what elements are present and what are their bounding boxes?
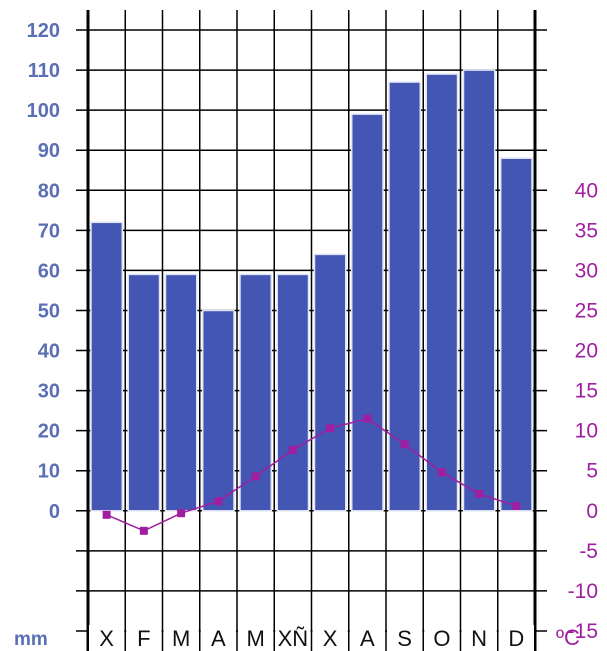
temperature-point — [177, 509, 186, 518]
temperature-tick-label: -10 — [568, 580, 598, 603]
temperature-unit-label: ºC — [556, 625, 580, 650]
month-label: M — [246, 626, 264, 651]
temperature-tick-label: -15 — [568, 620, 598, 643]
month-label-background — [89, 625, 125, 651]
month-label-background — [498, 625, 534, 651]
temperature-point — [214, 497, 223, 506]
temperature-point — [139, 526, 148, 535]
temperature-point — [326, 424, 335, 433]
temperature-tick-label: 0 — [586, 500, 598, 523]
bar — [202, 309, 235, 512]
temperature-point — [102, 510, 111, 519]
bar — [462, 69, 496, 512]
temperature-tick-label: 35 — [575, 219, 598, 242]
bar — [500, 157, 533, 512]
month-label: F — [137, 626, 150, 651]
month-label-background — [349, 625, 385, 651]
temperature-tick-label: 30 — [575, 259, 598, 282]
month-label-background — [126, 625, 162, 651]
temperature-point — [475, 489, 484, 498]
month-label-background — [461, 625, 497, 651]
temperature-tick-label: 15 — [575, 380, 598, 403]
bar — [90, 221, 123, 512]
bar — [425, 73, 459, 512]
bar — [239, 273, 272, 512]
temperature-point — [400, 440, 409, 449]
month-label: S — [397, 626, 412, 651]
month-label-background — [312, 625, 348, 651]
month-label: O — [433, 626, 450, 651]
temperature-tick-label: 10 — [575, 420, 598, 443]
precipitation-tick-label: 90 — [38, 140, 60, 162]
month-label: X — [323, 626, 338, 651]
temperature-point — [288, 445, 297, 454]
month-label-background — [200, 625, 236, 651]
month-label-background — [238, 625, 274, 651]
month-label: A — [211, 626, 226, 651]
precipitation-tick-label: 0 — [49, 501, 60, 523]
month-label: M — [172, 626, 190, 651]
precipitation-unit-label: mm — [14, 629, 48, 650]
precipitation-tick-label: 40 — [38, 341, 60, 363]
month-label: A — [360, 626, 375, 651]
temperature-series — [102, 414, 521, 535]
precipitation-tick-label: 60 — [38, 260, 60, 282]
bar — [164, 273, 198, 512]
temperature-point — [251, 472, 260, 481]
month-label: N — [471, 626, 487, 651]
month-label: XÑ — [278, 626, 309, 651]
precipitation-tick-label: 80 — [38, 180, 60, 202]
temperature-axis-ticks: 40 35 30 25 20 15 10 5 0 -5 -10 -15 — [568, 179, 598, 643]
precipitation-tick-label: 20 — [38, 421, 60, 443]
month-label-background — [424, 625, 460, 651]
month-label: X — [99, 626, 114, 651]
month-label-background — [163, 625, 199, 651]
bar — [388, 81, 421, 512]
precipitation-tick-label: 50 — [38, 300, 60, 322]
precipitation-tick-label: 100 — [27, 100, 60, 122]
month-label-background — [387, 625, 423, 651]
temperature-tick-label: 5 — [586, 460, 598, 483]
bar — [351, 113, 384, 512]
precipitation-tick-label: 70 — [38, 220, 60, 242]
bar — [127, 273, 161, 512]
temperature-point — [512, 501, 521, 510]
temperature-tick-label: 20 — [575, 340, 598, 363]
precipitation-tick-label: 30 — [38, 381, 60, 403]
temperature-point — [363, 414, 372, 423]
precipitation-tick-label: 120 — [27, 20, 60, 42]
month-label-background — [275, 625, 311, 651]
bar-series — [90, 69, 533, 512]
precipitation-tick-label: 10 — [38, 461, 60, 483]
temperature-point — [437, 468, 446, 477]
temperature-tick-label: -5 — [579, 540, 598, 563]
temperature-tick-label: 40 — [575, 179, 598, 202]
temperature-line — [106, 417, 517, 532]
temperature-tick-label: 25 — [575, 299, 598, 322]
month-label: D — [508, 626, 524, 651]
bar — [276, 273, 310, 512]
bar — [313, 253, 347, 512]
precipitation-tick-label: 110 — [28, 60, 60, 82]
month-labels: X F M A M XÑ X A S O N D — [89, 625, 534, 651]
